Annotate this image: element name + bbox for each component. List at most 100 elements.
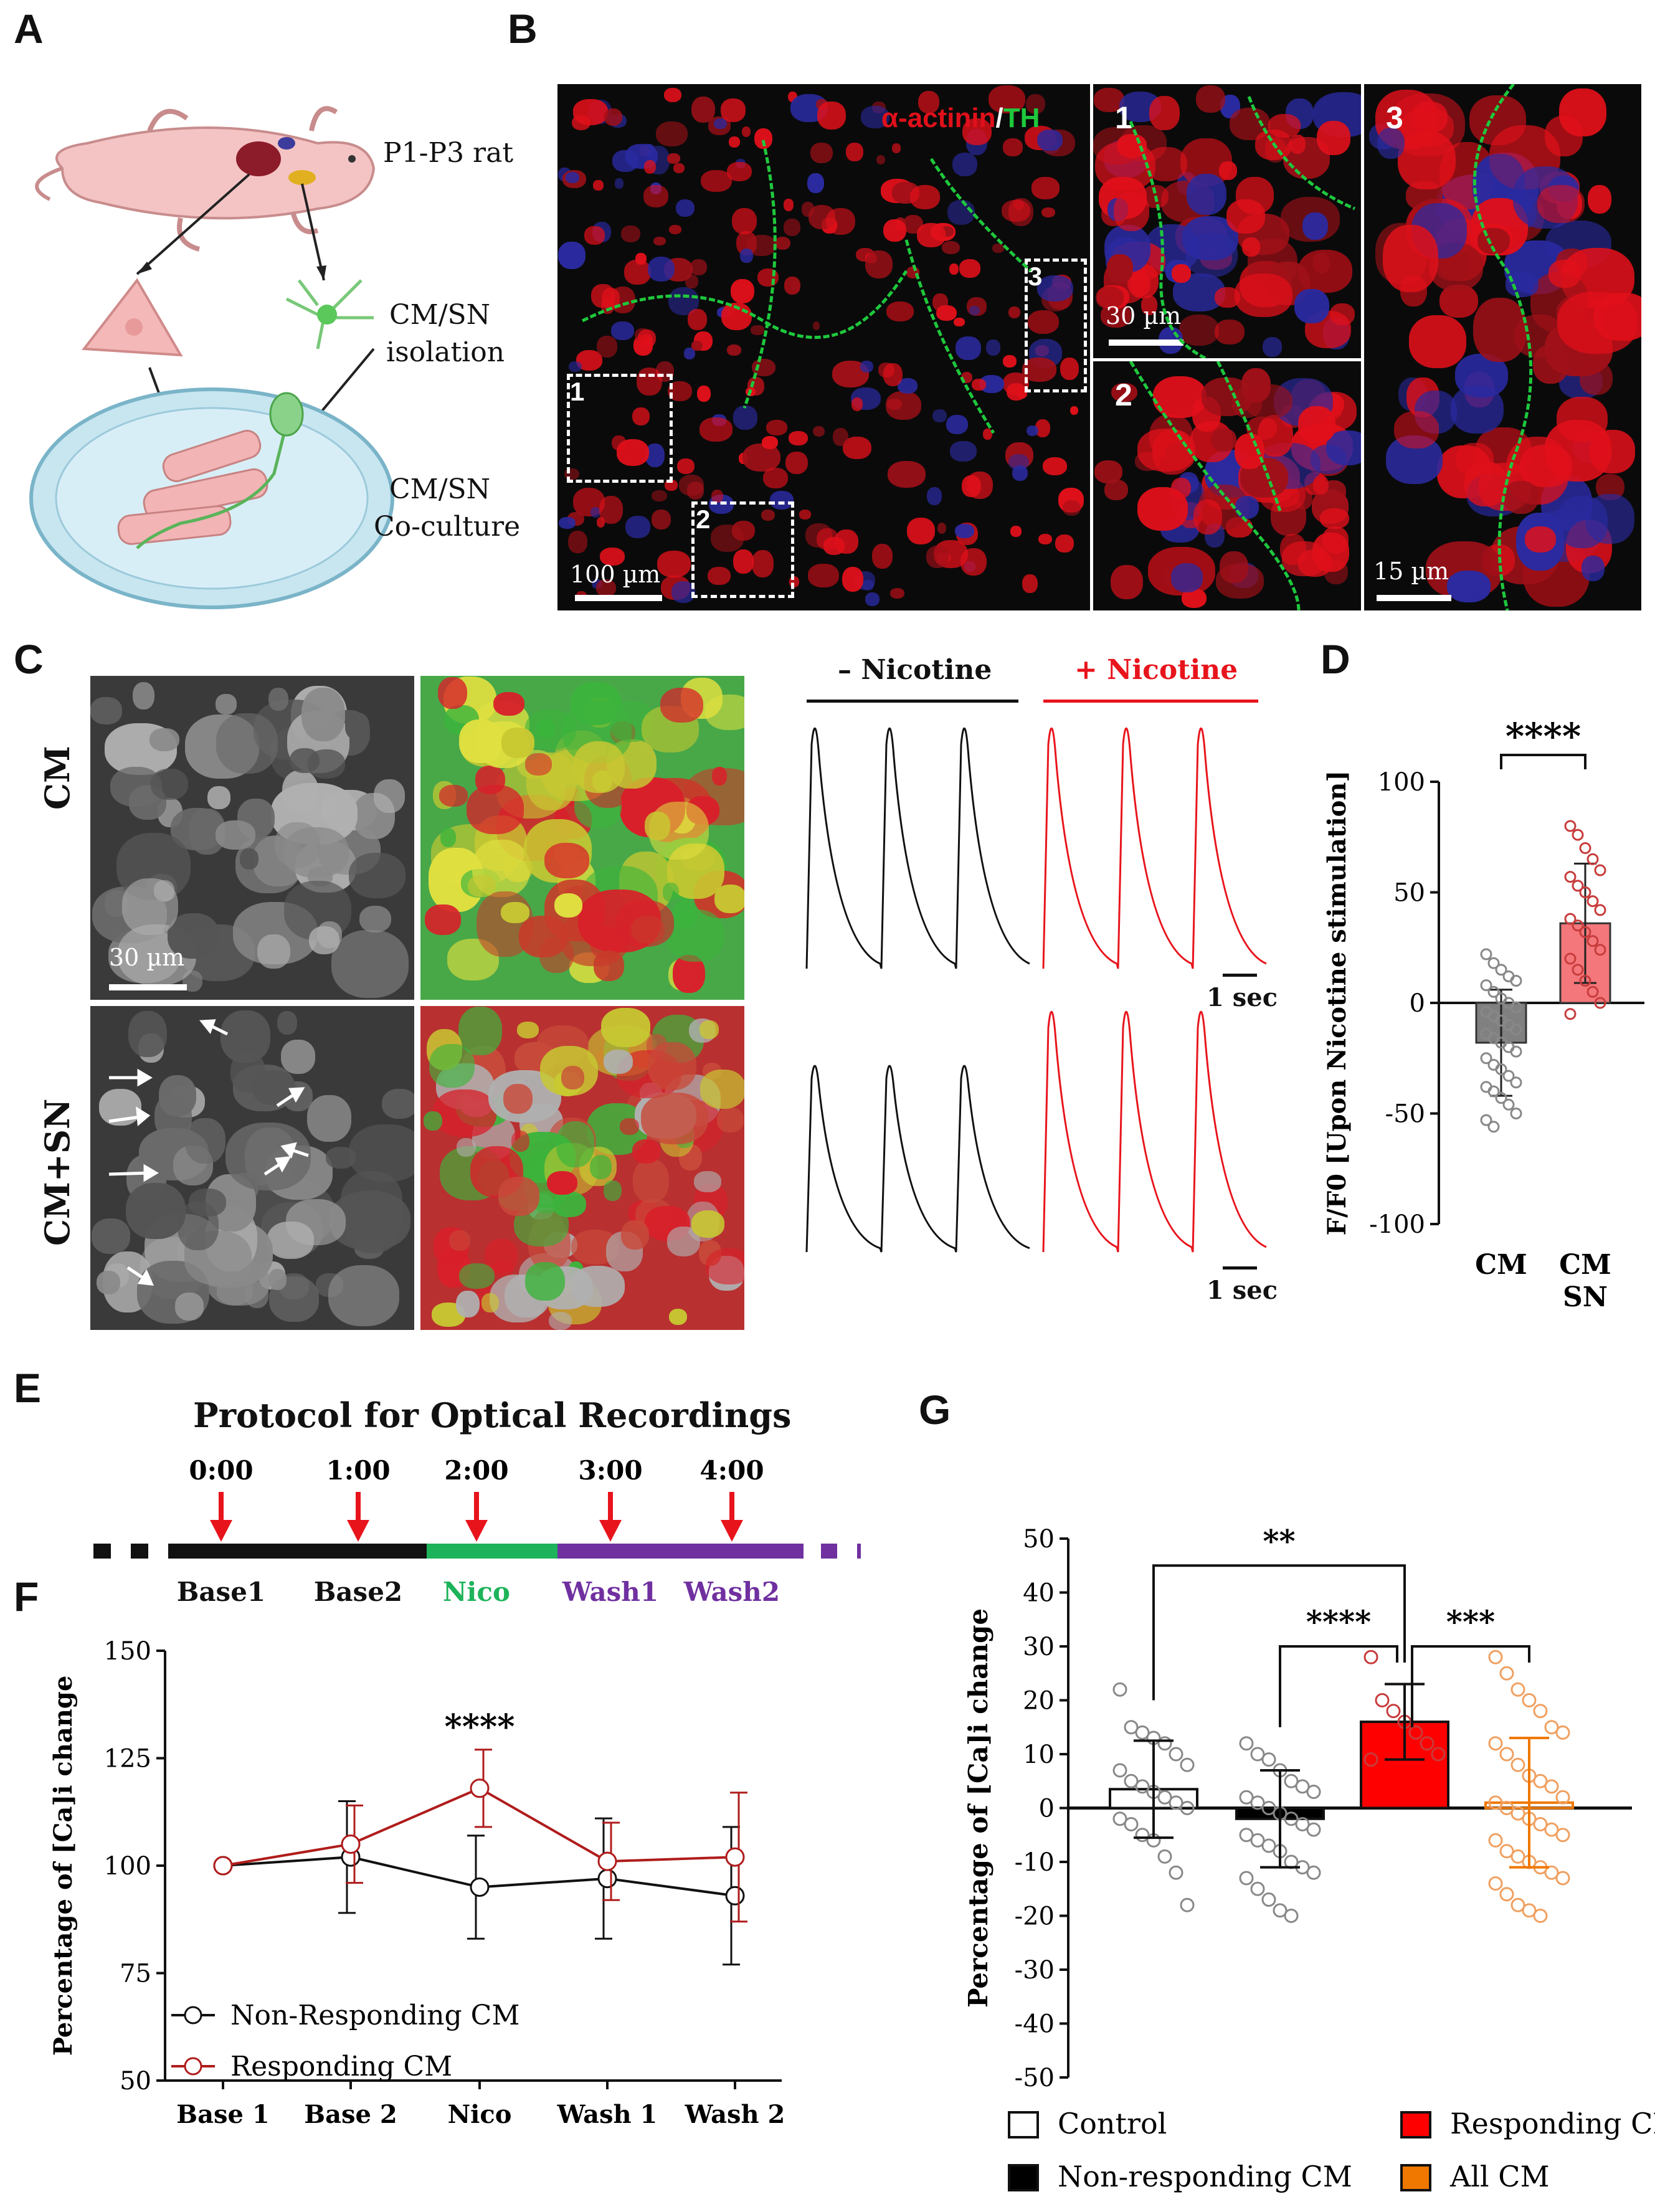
data-point <box>1112 1811 1127 1826</box>
cell-blob <box>600 548 625 566</box>
data-point <box>1408 1725 1423 1740</box>
cell-blob <box>851 397 863 411</box>
confocal-inset-2: 2 <box>1093 361 1361 610</box>
cell-blob <box>643 184 668 207</box>
phase-label: Wash2 <box>683 1577 780 1607</box>
data-point <box>1533 1816 1548 1831</box>
panel-letter-g: G <box>919 1387 951 1433</box>
data-point <box>1564 952 1577 965</box>
data-point <box>1480 1114 1492 1126</box>
x-tick-label: CM <box>1559 1249 1611 1281</box>
scale-bar-inset-1-label: 30 µm <box>1106 302 1182 330</box>
data-point <box>1502 1070 1515 1082</box>
cell-blob <box>1042 457 1068 475</box>
data-point <box>1180 1801 1195 1815</box>
cell-blob <box>808 564 839 587</box>
data-point <box>1544 1822 1559 1837</box>
data-point <box>1544 1865 1559 1880</box>
data-point <box>341 1835 361 1854</box>
data-point <box>1306 1822 1321 1837</box>
y-tick-label: 100 <box>104 1852 151 1881</box>
cell-blob <box>331 929 409 998</box>
cell-blob <box>1450 385 1504 434</box>
y-axis-label: Percentage of [Ca]i change <box>963 1608 993 2008</box>
cell-blob <box>1218 161 1237 181</box>
confocal-main-image: α-actinin/TH 1 2 3 100 µm <box>557 84 1090 610</box>
cell-blob <box>699 1020 719 1040</box>
red-arrow-head <box>347 1520 369 1542</box>
y-tick-label: -10 <box>1015 1848 1055 1877</box>
cell-blob <box>823 537 845 555</box>
cell-blob <box>290 748 320 774</box>
data-point <box>725 1847 745 1867</box>
cell-blob <box>149 728 179 752</box>
cell-blob <box>677 458 695 474</box>
cell-blob <box>770 491 794 510</box>
legend-marker <box>184 2057 202 2076</box>
cell-blob <box>132 681 155 710</box>
data-point <box>1124 1720 1139 1735</box>
cell-blob <box>917 222 946 247</box>
x-tick-label: Base 2 <box>304 2100 397 2124</box>
cell-blob <box>90 697 122 725</box>
cell-blob <box>845 143 863 161</box>
red-arrow-head <box>599 1520 622 1542</box>
cell-blob <box>720 98 746 122</box>
y-tick-label: 0 <box>1039 1795 1055 1823</box>
cell-blob <box>590 506 601 518</box>
cell-blob <box>1393 411 1439 449</box>
data-point <box>1572 828 1584 841</box>
cell-blob <box>1137 487 1188 531</box>
cell-blob <box>516 1022 539 1038</box>
cell-blob <box>274 822 321 868</box>
data-point <box>1363 1752 1378 1767</box>
cell-blob <box>268 687 289 711</box>
cell-blob <box>962 118 992 145</box>
data-point <box>1510 1076 1522 1089</box>
legend-swatch <box>1400 2111 1431 2138</box>
cell-blob <box>611 435 626 451</box>
rat-label: P1-P3 rat <box>383 137 513 169</box>
cell-blob <box>750 325 764 335</box>
cell-blob <box>285 1199 346 1245</box>
cell-blob <box>1187 174 1227 216</box>
neurite-overlay <box>1129 96 1355 358</box>
cell-blob <box>549 1311 572 1330</box>
cell-blob <box>865 250 893 278</box>
cell-blob <box>932 409 947 423</box>
cell-blob <box>1235 273 1293 318</box>
cell-blob <box>547 1170 577 1195</box>
calcium-trace <box>805 727 1030 969</box>
neurite <box>1129 361 1301 610</box>
y-tick-label: -100 <box>1369 1210 1425 1239</box>
cell-blob <box>807 173 824 194</box>
data-point <box>1250 1833 1265 1848</box>
coculture-label-2: Co-culture <box>374 511 521 543</box>
cell-blob <box>860 360 874 373</box>
minus-nicotine-label: – Nicotine <box>838 654 992 686</box>
cell-blob <box>596 335 617 358</box>
scale-bar-inset-3-label: 15 µm <box>1373 558 1449 585</box>
timeline-dash <box>821 1544 837 1559</box>
data-point <box>1579 926 1591 938</box>
cell-blob <box>459 719 502 763</box>
cell-blob <box>651 509 671 529</box>
scale-bar-main-label: 100 µm <box>570 561 661 588</box>
cell-blob <box>438 676 467 709</box>
data-point <box>1239 1790 1254 1805</box>
legend-label: Non-responding CM <box>1058 2160 1352 2193</box>
y-tick-label: 50 <box>1023 1525 1055 1554</box>
legend-label: Responding CM <box>230 2051 452 2082</box>
cell-blob <box>711 766 727 786</box>
data-point <box>1284 1773 1299 1788</box>
cell-blob <box>962 475 982 498</box>
cell-blob <box>717 1108 744 1132</box>
y-tick-label: 75 <box>120 1960 151 1988</box>
cell-blob <box>1312 253 1330 274</box>
cell-blob <box>1400 275 1427 307</box>
cell-blob <box>761 510 775 521</box>
cell-blob <box>731 207 757 235</box>
cell-blob <box>433 1089 496 1137</box>
cell-blob <box>91 1218 130 1254</box>
cell-blob <box>1028 310 1060 335</box>
